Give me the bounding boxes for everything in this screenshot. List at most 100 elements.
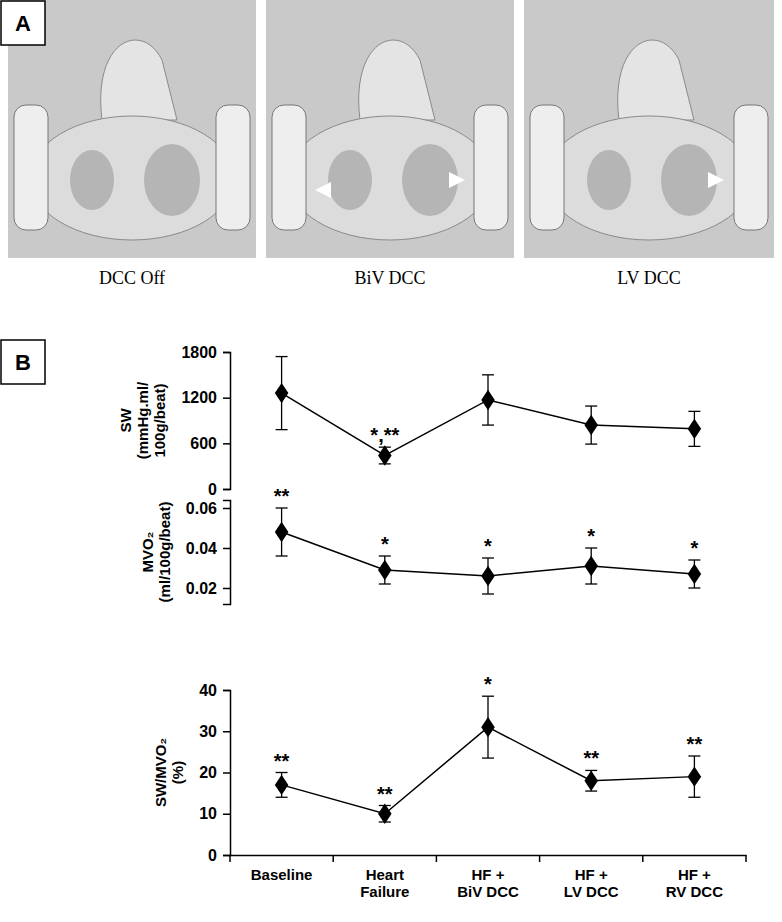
illustration-bg xyxy=(524,0,774,258)
caption: BiV DCC xyxy=(354,268,425,288)
error-cap xyxy=(276,356,288,357)
plot-marks xyxy=(275,357,701,466)
annotation: * xyxy=(587,525,595,547)
compression-arrow xyxy=(708,172,724,188)
error-cap xyxy=(482,593,494,594)
error-cap xyxy=(585,443,597,444)
marker xyxy=(275,775,289,795)
y-axis: 0.02 0.04 0.06 xyxy=(186,500,231,605)
y-tick: 20 xyxy=(199,764,230,781)
tick-label: 0.06 xyxy=(186,500,217,517)
axis-line xyxy=(231,855,747,857)
error-cap xyxy=(276,429,288,430)
marker xyxy=(688,564,702,584)
error-bar xyxy=(276,773,288,798)
x-tick: HF +LV DCC xyxy=(564,866,619,900)
figure: DCC Off BiV DCC LV DCC A B 0 600 1200 1800 SW(mmH… xyxy=(0,0,782,922)
tick-label: 1200 xyxy=(181,389,217,406)
plot-marks xyxy=(275,696,701,824)
error-cap xyxy=(276,797,288,798)
marker xyxy=(481,390,495,410)
axis-line xyxy=(223,501,231,605)
error-cap xyxy=(482,557,494,558)
error-bar xyxy=(482,375,494,425)
y-axis: 0 10 20 30 40 xyxy=(199,682,230,864)
marker xyxy=(481,717,495,737)
y-tick: 0 xyxy=(208,481,230,498)
marker xyxy=(584,556,598,576)
error-cap xyxy=(276,507,288,508)
error-cap xyxy=(688,446,700,447)
x-axis: BaselineHeartFailureHF +BiV DCCHF +LV DC… xyxy=(230,855,747,900)
tick-mark xyxy=(223,690,230,692)
error-cap xyxy=(688,797,700,798)
illustration xyxy=(524,0,774,258)
compression-arrow xyxy=(315,182,331,198)
tick-mark xyxy=(223,588,230,590)
compression-arrow xyxy=(449,172,465,188)
x-tick: Baseline xyxy=(251,866,313,883)
panel-label-text: A xyxy=(15,11,31,36)
y-tick: 0.02 xyxy=(186,580,230,597)
x-tick-mark xyxy=(539,855,541,862)
x-tick-mark xyxy=(332,855,334,862)
y-tick: 600 xyxy=(190,435,230,452)
error-bar xyxy=(276,508,288,556)
tick-label: 0.04 xyxy=(186,540,217,557)
tick-mark xyxy=(223,772,230,774)
error-bar xyxy=(688,560,700,588)
error-bar xyxy=(482,558,494,594)
device-cup xyxy=(14,105,48,230)
error-cap xyxy=(688,411,700,412)
x-tick: HF +RV DCC xyxy=(666,866,723,900)
y-tick: 40 xyxy=(199,682,230,699)
tick-label: 20 xyxy=(199,764,217,781)
y-tick: 1200 xyxy=(181,389,230,406)
ventricle xyxy=(144,144,200,216)
y-tick: 1800 xyxy=(181,344,230,361)
vessels xyxy=(101,40,177,120)
tick-mark xyxy=(223,855,230,857)
tick-mark xyxy=(223,548,230,550)
y-tick: 10 xyxy=(199,805,230,822)
error-cap xyxy=(688,587,700,588)
annotation: * xyxy=(484,535,492,557)
y-axis-title: SW/MVO₂(%) xyxy=(152,738,186,807)
ventricle xyxy=(70,150,114,210)
panel-label: B xyxy=(1,340,45,384)
marker xyxy=(584,771,598,791)
caption: DCC Off xyxy=(99,268,165,288)
vessels xyxy=(359,40,435,120)
annotation: * xyxy=(381,533,389,555)
x-tick: HF +BiV DCC xyxy=(457,866,519,900)
illustration-bg xyxy=(266,0,514,258)
y-axis-title: SW(mmHg.ml/100g/beat) xyxy=(117,381,168,459)
plot-marks xyxy=(275,508,701,594)
annotation: ** xyxy=(583,747,599,769)
error-cap xyxy=(585,547,597,548)
vessels xyxy=(618,40,694,120)
y-axis-title: MVO₂(ml/100g/beat) xyxy=(139,502,173,603)
error-cap xyxy=(585,583,597,584)
marker xyxy=(378,445,392,465)
panel-label-text: B xyxy=(15,350,31,375)
panel-a: DCC Off BiV DCC LV DCC xyxy=(8,0,774,288)
illustration xyxy=(266,0,514,258)
chart: 0 10 20 30 40 SW/MVO₂(%) BaselineHeartFailureH… xyxy=(152,673,746,900)
axis-line xyxy=(223,691,231,856)
annotation: * xyxy=(484,673,492,695)
y-tick: 0 xyxy=(208,847,230,864)
y-tick: 0.06 xyxy=(186,500,230,517)
heart-section xyxy=(546,116,752,240)
annotation: *,** xyxy=(370,424,399,446)
device-cup xyxy=(734,105,768,230)
device-cup xyxy=(216,105,250,230)
error-bar xyxy=(585,770,597,791)
error-bar xyxy=(276,357,288,430)
panel-label: A xyxy=(1,1,45,45)
x-tick-mark xyxy=(642,855,644,862)
error-cap xyxy=(688,755,700,756)
caption: LV DCC xyxy=(617,268,681,288)
tick-label: 30 xyxy=(199,723,217,740)
axis-line xyxy=(223,353,231,490)
